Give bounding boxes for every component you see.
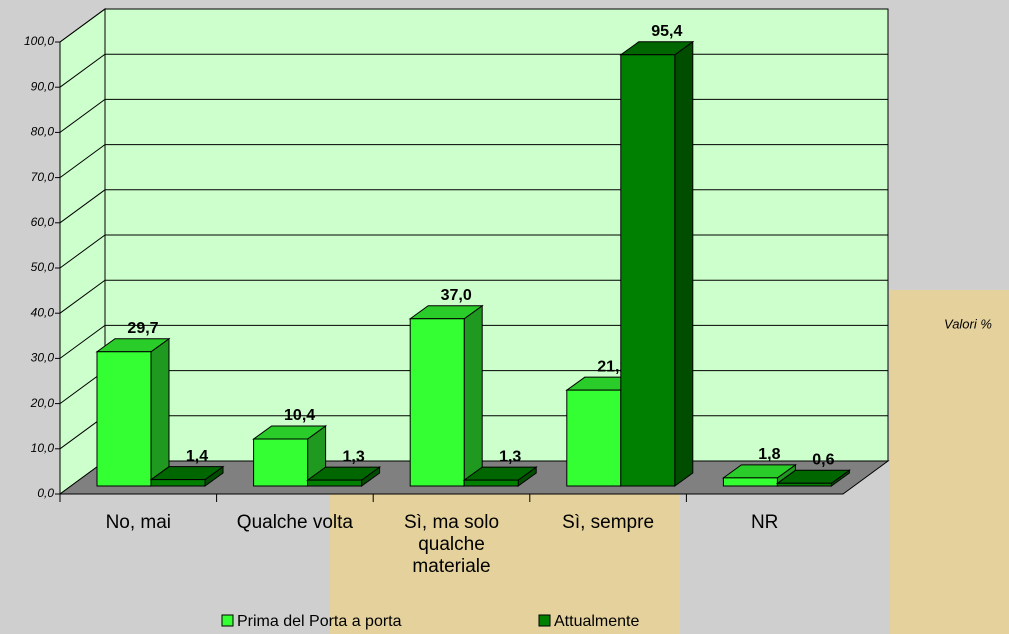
annotation: Valori % — [944, 316, 992, 331]
background-shape — [890, 290, 1009, 634]
value-label: 1,3 — [342, 448, 364, 465]
value-label: 0,6 — [812, 452, 834, 469]
bar-face — [150, 337, 170, 487]
bar — [149, 465, 225, 487]
x-tick-label: Sì, sempre — [562, 512, 655, 533]
bar-face — [463, 304, 483, 487]
bar-face — [722, 477, 778, 487]
bar-face — [776, 482, 832, 487]
bar — [95, 337, 171, 487]
bar-face — [409, 318, 465, 487]
bar-face — [307, 479, 363, 487]
value-label: 1,3 — [499, 448, 521, 465]
bar — [306, 466, 382, 487]
legend-label: Prima del Porta a porta — [237, 613, 402, 630]
bar — [721, 463, 797, 487]
y-tick-label: 10,0 — [31, 441, 55, 455]
y-tick-label: 70,0 — [31, 170, 55, 184]
y-tick-label: 50,0 — [31, 260, 55, 274]
legend-swatch — [538, 614, 551, 627]
bar-face — [463, 479, 519, 487]
value-label: 1,8 — [758, 446, 780, 463]
bar-face — [566, 389, 622, 487]
grid-line — [59, 8, 888, 43]
value-label: 37,0 — [441, 287, 472, 304]
bar — [408, 304, 484, 487]
value-label: 10,4 — [284, 407, 315, 424]
bar-face — [253, 438, 309, 487]
bar-face — [674, 40, 694, 487]
y-tick-label: 20,0 — [30, 396, 55, 410]
legend-swatch — [221, 614, 234, 627]
value-label: 1,4 — [186, 448, 208, 465]
y-tick-label: 30,0 — [31, 351, 55, 365]
bar — [775, 469, 851, 487]
bar-face — [150, 479, 206, 487]
bar — [462, 466, 538, 487]
legend-label: Attualmente — [554, 613, 639, 630]
x-tick-label: No, mai — [105, 512, 172, 533]
bar-face — [620, 54, 676, 487]
y-tick-label: 40,0 — [31, 305, 55, 319]
bar — [619, 40, 695, 487]
x-tick-label: Qualche volta — [236, 512, 353, 533]
y-tick-label: 60,0 — [31, 215, 55, 229]
y-tick-label: 0,0 — [37, 486, 54, 500]
y-tick-label: 80,0 — [31, 125, 55, 139]
x-tick-label: Sì, ma solo qualche materiale — [403, 512, 500, 577]
value-label: 29,7 — [127, 320, 158, 337]
y-tick-label: 90,0 — [31, 79, 55, 93]
bar-face — [96, 351, 152, 487]
value-label: 95,4 — [651, 23, 682, 40]
x-tick-label: NR — [750, 512, 779, 533]
y-tick-label: 100,0 — [24, 34, 54, 48]
